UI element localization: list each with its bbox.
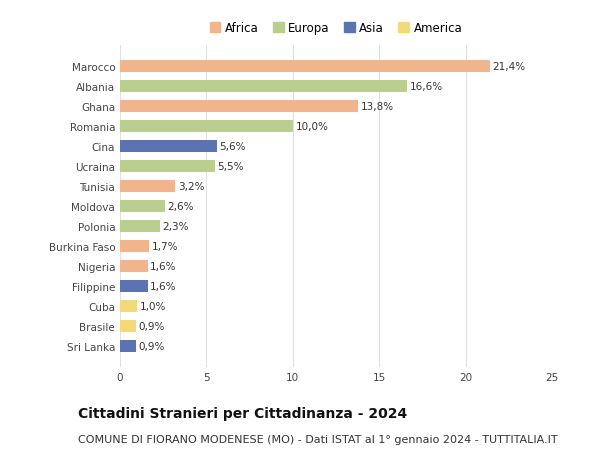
Bar [120, 180, 175, 192]
Text: 1,6%: 1,6% [150, 262, 177, 272]
Text: 1,7%: 1,7% [152, 241, 178, 252]
Bar [120, 61, 490, 73]
Bar [120, 80, 407, 93]
Text: 0,9%: 0,9% [138, 322, 164, 331]
Text: 2,3%: 2,3% [163, 222, 189, 231]
Bar [120, 241, 149, 252]
Bar [120, 341, 136, 353]
Bar [120, 161, 215, 173]
Bar [120, 301, 137, 313]
Text: 16,6%: 16,6% [409, 82, 443, 91]
Text: 0,9%: 0,9% [138, 341, 164, 352]
Text: 2,6%: 2,6% [167, 202, 194, 212]
Text: 1,6%: 1,6% [150, 281, 177, 291]
Text: 21,4%: 21,4% [493, 62, 526, 72]
Bar [120, 121, 293, 133]
Text: 1,0%: 1,0% [140, 302, 166, 312]
Bar [120, 201, 165, 213]
Bar [120, 140, 217, 152]
Bar [120, 261, 148, 273]
Bar [120, 280, 148, 292]
Bar [120, 320, 136, 333]
Text: Cittadini Stranieri per Cittadinanza - 2024: Cittadini Stranieri per Cittadinanza - 2… [78, 406, 407, 420]
Text: 10,0%: 10,0% [295, 122, 328, 132]
Bar [120, 221, 160, 233]
Legend: Africa, Europa, Asia, America: Africa, Europa, Asia, America [208, 20, 464, 37]
Text: 5,5%: 5,5% [218, 162, 244, 172]
Text: 5,6%: 5,6% [220, 141, 246, 151]
Text: COMUNE DI FIORANO MODENESE (MO) - Dati ISTAT al 1° gennaio 2024 - TUTTITALIA.IT: COMUNE DI FIORANO MODENESE (MO) - Dati I… [78, 434, 557, 444]
Text: 3,2%: 3,2% [178, 182, 205, 191]
Text: 13,8%: 13,8% [361, 101, 394, 112]
Bar [120, 101, 358, 112]
